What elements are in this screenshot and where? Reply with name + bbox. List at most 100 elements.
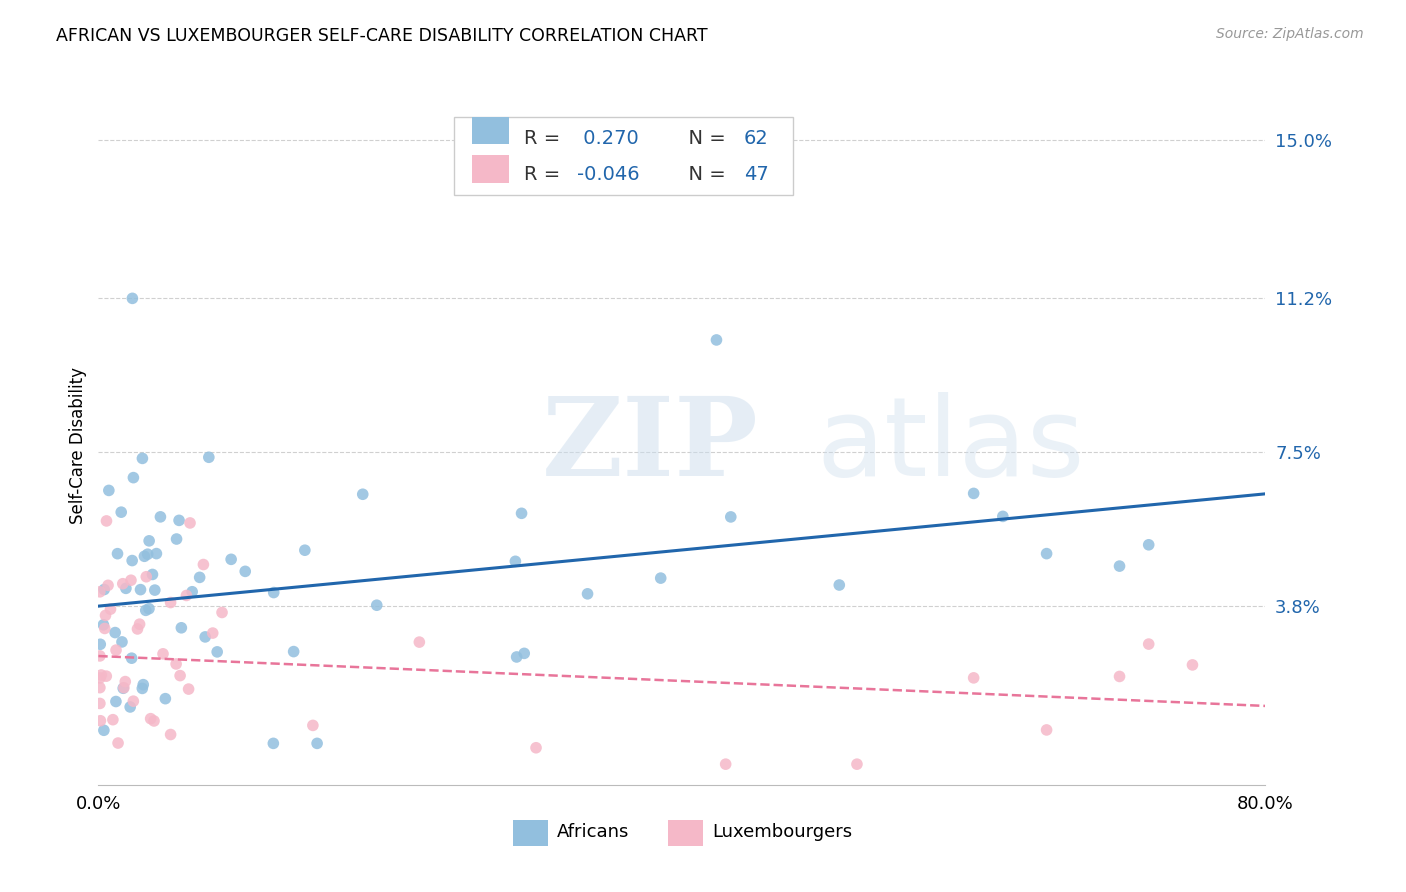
Point bbox=[121, 553, 143, 567]
Point bbox=[145, 547, 167, 561]
Text: AFRICAN VS LUXEMBOURGER SELF-CARE DISABILITY CORRELATION CHART: AFRICAN VS LUXEMBOURGER SELF-CARE DISABI… bbox=[56, 27, 707, 45]
Point bbox=[1035, 547, 1057, 561]
Point bbox=[714, 757, 737, 772]
Point bbox=[104, 625, 127, 640]
Point bbox=[219, 552, 242, 566]
Point bbox=[1137, 637, 1160, 651]
Y-axis label: Self-Care Disability: Self-Care Disability bbox=[69, 368, 87, 524]
FancyBboxPatch shape bbox=[513, 821, 548, 846]
Point bbox=[90, 668, 112, 682]
Point bbox=[366, 598, 388, 612]
Point bbox=[96, 669, 118, 683]
Text: Luxembourgers: Luxembourgers bbox=[713, 823, 852, 841]
Point bbox=[93, 723, 115, 738]
Point bbox=[1137, 538, 1160, 552]
Point bbox=[176, 589, 198, 603]
Text: atlas: atlas bbox=[815, 392, 1084, 500]
Point bbox=[112, 681, 135, 696]
FancyBboxPatch shape bbox=[472, 117, 509, 145]
Text: R =: R = bbox=[524, 165, 567, 185]
Point bbox=[89, 714, 111, 728]
Point bbox=[262, 736, 284, 750]
Point bbox=[505, 554, 527, 568]
Point bbox=[263, 585, 285, 599]
Point bbox=[128, 617, 150, 632]
Point bbox=[89, 681, 111, 695]
Point bbox=[159, 595, 181, 609]
Point bbox=[166, 532, 188, 546]
Text: R =: R = bbox=[524, 129, 567, 148]
Point bbox=[143, 714, 166, 728]
Point bbox=[159, 727, 181, 741]
Point bbox=[94, 608, 117, 623]
Point bbox=[194, 630, 217, 644]
Point bbox=[111, 576, 134, 591]
Point bbox=[131, 451, 153, 466]
Point bbox=[179, 516, 201, 530]
Text: -0.046: -0.046 bbox=[576, 165, 640, 185]
Point bbox=[93, 622, 115, 636]
Point bbox=[97, 483, 120, 498]
Point bbox=[107, 736, 129, 750]
Point bbox=[205, 645, 228, 659]
Point bbox=[408, 635, 430, 649]
Point bbox=[131, 681, 153, 696]
Text: N =: N = bbox=[676, 129, 733, 148]
Text: 47: 47 bbox=[744, 165, 769, 185]
Point bbox=[100, 602, 122, 616]
Point bbox=[283, 644, 305, 658]
Point bbox=[505, 650, 527, 665]
Point bbox=[294, 543, 316, 558]
Point bbox=[97, 578, 120, 592]
Text: 62: 62 bbox=[744, 129, 769, 148]
Point bbox=[576, 587, 599, 601]
Point bbox=[170, 621, 193, 635]
FancyBboxPatch shape bbox=[454, 117, 793, 195]
Point bbox=[136, 547, 159, 561]
Point bbox=[121, 291, 143, 305]
Point bbox=[177, 682, 200, 697]
Point bbox=[127, 622, 149, 636]
Point bbox=[233, 565, 256, 579]
Point bbox=[135, 570, 157, 584]
FancyBboxPatch shape bbox=[472, 155, 509, 183]
Point bbox=[1181, 657, 1204, 672]
Point bbox=[181, 584, 204, 599]
Point bbox=[122, 694, 145, 708]
Text: Source: ZipAtlas.com: Source: ZipAtlas.com bbox=[1216, 27, 1364, 41]
Point bbox=[93, 617, 115, 632]
Point bbox=[138, 601, 160, 615]
Text: Africans: Africans bbox=[557, 823, 630, 841]
Point bbox=[120, 573, 142, 587]
Point bbox=[93, 582, 115, 597]
Point bbox=[720, 510, 742, 524]
Point bbox=[89, 697, 111, 711]
Point bbox=[143, 583, 166, 598]
Point bbox=[169, 668, 191, 682]
Point bbox=[307, 736, 329, 750]
Point bbox=[112, 681, 135, 695]
Point bbox=[152, 647, 174, 661]
Point bbox=[828, 578, 851, 592]
Point bbox=[706, 333, 728, 347]
Point bbox=[352, 487, 374, 501]
Point bbox=[962, 486, 984, 500]
Text: N =: N = bbox=[676, 165, 733, 185]
Point bbox=[120, 700, 142, 714]
Point bbox=[167, 513, 190, 527]
Point bbox=[134, 549, 156, 564]
Point bbox=[1035, 723, 1057, 737]
Point bbox=[111, 635, 134, 649]
Point bbox=[114, 674, 136, 689]
Point bbox=[139, 712, 162, 726]
Point bbox=[1108, 669, 1130, 683]
Point bbox=[991, 509, 1014, 524]
Point bbox=[188, 570, 211, 584]
Point bbox=[138, 533, 160, 548]
Point bbox=[198, 450, 221, 465]
Point bbox=[513, 646, 536, 660]
Point bbox=[524, 740, 547, 755]
Point bbox=[155, 691, 177, 706]
Point bbox=[132, 678, 155, 692]
Point bbox=[107, 547, 129, 561]
